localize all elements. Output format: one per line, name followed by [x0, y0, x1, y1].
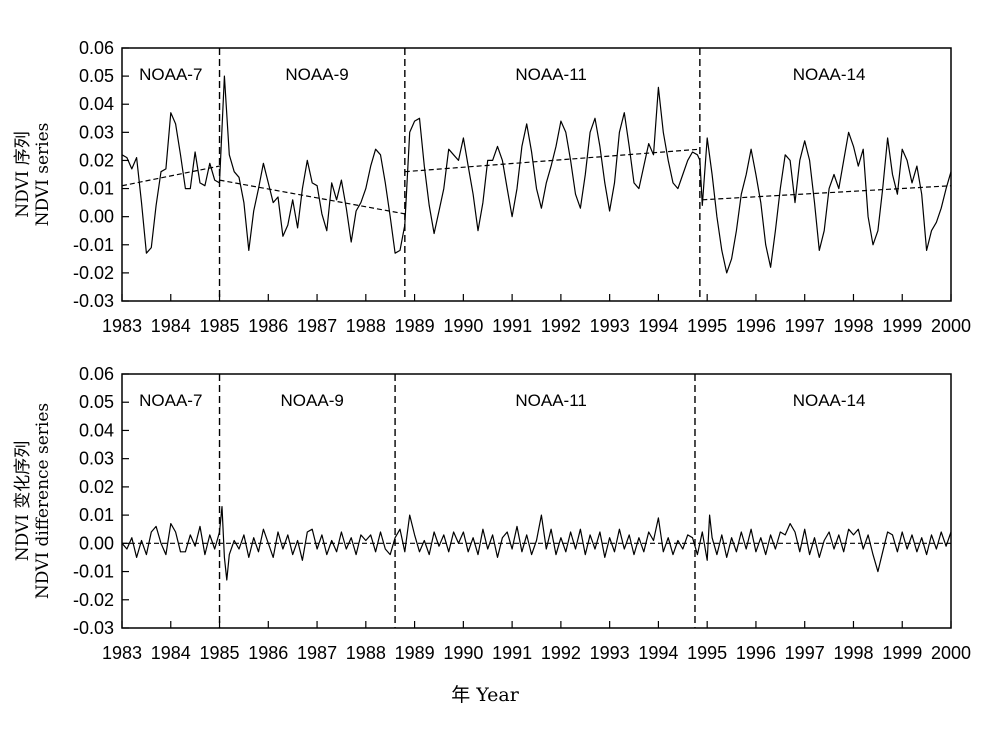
- x-tick-label: 1987: [297, 643, 337, 663]
- y-tick-label: -0.02: [73, 263, 114, 283]
- satellite-label: NOAA-7: [139, 391, 202, 410]
- y-tick-label: -0.03: [73, 618, 114, 638]
- plot-frame: [121, 47, 952, 302]
- x-tick-label: 1984: [151, 316, 191, 336]
- x-axis-label: 年 Year: [451, 684, 520, 706]
- x-tick-label: 1987: [297, 316, 337, 336]
- y-tick-label: 0.02: [79, 477, 114, 497]
- y-tick-label: -0.01: [73, 235, 114, 255]
- trend-line: [219, 179, 405, 215]
- y-tick-label: 0.04: [79, 420, 114, 440]
- x-tick-label: 1983: [102, 643, 142, 663]
- x-tick-label: 1991: [492, 643, 532, 663]
- satellite-label: NOAA-14: [793, 391, 866, 410]
- x-tick-label: 1989: [395, 643, 435, 663]
- x-tick-label: 1986: [248, 643, 288, 663]
- x-tick-label: 1998: [833, 643, 873, 663]
- x-tick-label: 1997: [785, 643, 825, 663]
- satellite-label: NOAA-9: [285, 65, 348, 84]
- x-tick-label: 1999: [882, 643, 922, 663]
- y-tick-label: 0.01: [79, 179, 114, 199]
- trend-line: [702, 185, 952, 201]
- x-tick-label: 1988: [346, 316, 386, 336]
- y-tick-label: -0.02: [73, 590, 114, 610]
- plot-frame: [121, 373, 952, 629]
- y-axis-label: NDVI difference series: [33, 403, 53, 599]
- x-tick-label: 1984: [151, 643, 191, 663]
- x-tick-label: 1998: [833, 316, 873, 336]
- y-tick-label: 0.06: [79, 38, 114, 58]
- x-tick-label: 1993: [590, 643, 630, 663]
- y-axis-label: NDVI 变化序列: [13, 441, 33, 562]
- x-tick-label: 1985: [200, 643, 240, 663]
- y-tick-label: 0.00: [79, 533, 114, 553]
- satellite-label: NOAA-14: [793, 65, 866, 84]
- trend-line: [121, 165, 220, 187]
- satellite-label: NOAA-7: [139, 65, 202, 84]
- ndvi-series-panel: -0.03 -0.02 -0.01 0.00 0.01 0.02 0.03 0.04 0.05 0…: [13, 38, 971, 336]
- ndvi-series-line: [121, 75, 952, 274]
- y-axis-label: NDVI series: [33, 123, 53, 227]
- satellite-label: NOAA-11: [515, 391, 587, 410]
- y-tick-label: 0.03: [79, 122, 114, 142]
- x-tick-label: 1996: [736, 643, 776, 663]
- x-tick-label: 1988: [346, 643, 386, 663]
- y-tick-label: 0.05: [79, 66, 114, 86]
- y-tick-label: -0.01: [73, 562, 114, 582]
- y-tick-label: -0.03: [73, 291, 114, 311]
- x-tick-label: 1992: [541, 643, 581, 663]
- x-tick-label: 1992: [541, 316, 581, 336]
- x-tick-label: 1989: [395, 316, 435, 336]
- x-tick-label: 1993: [590, 316, 630, 336]
- x-tick-label: 2000: [931, 316, 971, 336]
- y-tick-label: 0.03: [79, 449, 114, 469]
- satellite-label: NOAA-11: [515, 65, 587, 84]
- x-tick-label: 1999: [882, 316, 922, 336]
- x-tick-label: 1996: [736, 316, 776, 336]
- x-tick-label: 1997: [785, 316, 825, 336]
- x-tick-label: 1994: [638, 643, 678, 663]
- x-tick-label: 1995: [687, 316, 727, 336]
- y-tick-label: 0.02: [79, 150, 114, 170]
- x-tick-label: 1994: [638, 316, 678, 336]
- x-tick-label: 1985: [200, 316, 240, 336]
- x-tick-label: 1983: [102, 316, 142, 336]
- x-tick-label: 1990: [443, 643, 483, 663]
- y-tick-label: 0.05: [79, 392, 114, 412]
- x-tick-label: 2000: [931, 643, 971, 663]
- satellite-label: NOAA-9: [281, 391, 344, 410]
- y-axis-label: NDVI 序列: [13, 131, 33, 218]
- x-tick-label: 1991: [492, 316, 532, 336]
- ndvi-series-line: [121, 506, 952, 581]
- y-tick-label: 0.04: [79, 94, 114, 114]
- y-tick-label: 0.00: [79, 207, 114, 227]
- y-tick-label: 0.01: [79, 505, 114, 525]
- x-tick-label: 1986: [248, 316, 288, 336]
- y-tick-label: 0.06: [79, 364, 114, 384]
- x-tick-label: 1995: [687, 643, 727, 663]
- x-tick-label: 1990: [443, 316, 483, 336]
- ndvi-difference-panel: -0.03 -0.02 -0.01 0.00 0.01 0.02 0.03 0.04 0.05 0…: [13, 364, 971, 663]
